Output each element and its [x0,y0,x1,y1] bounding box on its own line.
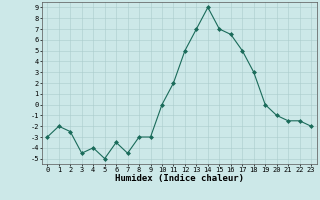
X-axis label: Humidex (Indice chaleur): Humidex (Indice chaleur) [115,174,244,183]
